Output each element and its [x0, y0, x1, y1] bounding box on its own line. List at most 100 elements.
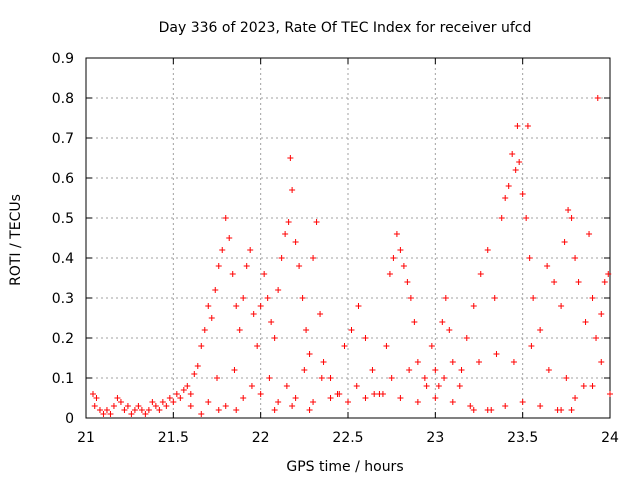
data-point — [519, 399, 526, 405]
data-point — [222, 215, 229, 221]
data-point — [247, 247, 254, 253]
data-point — [348, 327, 355, 333]
x-tick-label: 21 — [77, 430, 95, 446]
data-point — [214, 375, 220, 381]
data-point — [397, 395, 404, 401]
data-point — [100, 411, 107, 417]
data-point — [388, 375, 395, 381]
data-point — [156, 407, 163, 413]
data-point — [470, 407, 477, 413]
data-point — [406, 367, 413, 373]
data-point — [212, 287, 219, 293]
data-point — [572, 395, 579, 401]
data-point — [194, 363, 201, 369]
data-point — [96, 407, 103, 413]
data-point — [580, 383, 587, 389]
data-point — [586, 231, 593, 237]
data-point — [404, 279, 411, 285]
data-point — [250, 311, 257, 317]
data-point — [428, 343, 435, 349]
data-point — [369, 367, 376, 373]
data-point — [248, 383, 255, 389]
data-point — [289, 187, 296, 193]
data-point — [159, 399, 166, 405]
data-point — [184, 383, 191, 389]
data-point — [598, 311, 605, 317]
data-point — [537, 327, 544, 333]
data-point — [523, 215, 530, 221]
data-point — [516, 159, 523, 165]
data-point — [421, 375, 428, 381]
x-axis-label: GPS time / hours — [286, 459, 403, 475]
data-point — [145, 407, 152, 413]
data-point — [124, 403, 131, 409]
data-point — [278, 255, 285, 261]
data-point — [310, 255, 317, 261]
axis-ticks: 21 21.5 22 22.5 23 23.5 24 0 0.1 0.2 0.3 0.4 0.5 0.6 0… — [52, 51, 619, 446]
data-point — [379, 391, 386, 397]
data-point — [423, 383, 430, 389]
data-point — [446, 327, 453, 333]
data-point — [488, 407, 495, 413]
data-point — [371, 391, 378, 397]
data-point — [299, 295, 306, 301]
data-point — [498, 215, 505, 221]
data-point — [236, 327, 243, 333]
data-point — [514, 123, 521, 129]
data-point — [233, 407, 240, 413]
chart-title: Day 336 of 2023, Rate Of TEC Index for r… — [159, 20, 532, 36]
y-tick-label: 0.7 — [52, 131, 74, 147]
data-point — [390, 255, 397, 261]
data-point — [266, 375, 273, 381]
data-point — [414, 399, 421, 405]
x-tick-label: 23 — [426, 430, 444, 446]
data-point — [240, 395, 247, 401]
data-point — [226, 235, 233, 241]
data-point — [393, 231, 400, 237]
data-point — [287, 155, 294, 161]
data-point — [327, 395, 334, 401]
data-point — [152, 403, 159, 409]
data-point — [219, 247, 226, 253]
y-tick-label: 0.3 — [52, 291, 74, 307]
data-point — [257, 391, 264, 397]
data-point — [240, 295, 247, 301]
data-point — [491, 295, 498, 301]
data-point — [519, 191, 526, 197]
y-tick-label: 0.1 — [52, 371, 74, 387]
data-point — [336, 391, 343, 397]
data-point — [477, 271, 484, 277]
data-point — [510, 359, 517, 365]
data-point — [166, 395, 173, 401]
data-point — [275, 287, 282, 293]
data-point — [432, 395, 439, 401]
data-point — [173, 391, 180, 397]
data-point — [271, 407, 278, 413]
data-point — [107, 411, 114, 417]
data-point — [313, 219, 320, 225]
x-tick-label: 23.5 — [507, 430, 538, 446]
y-tick-label: 0.8 — [52, 91, 74, 107]
data-point — [268, 319, 275, 325]
data-point — [282, 231, 289, 237]
data-point — [163, 403, 170, 409]
data-point — [565, 207, 572, 213]
data-point — [386, 271, 393, 277]
data-point — [435, 383, 442, 389]
data-point — [575, 279, 582, 285]
x-tick-label: 24 — [601, 430, 619, 446]
data-point — [306, 351, 313, 357]
data-point — [512, 167, 519, 173]
data-point — [607, 391, 613, 397]
data-point — [320, 359, 327, 365]
data-point — [142, 411, 149, 417]
data-point — [432, 367, 439, 373]
data-point — [528, 343, 535, 349]
data-point — [594, 95, 601, 101]
data-point — [589, 295, 596, 301]
data-point — [439, 319, 446, 325]
data-points — [89, 95, 613, 417]
data-point — [572, 255, 579, 261]
data-point — [117, 399, 124, 405]
data-point — [93, 395, 100, 401]
